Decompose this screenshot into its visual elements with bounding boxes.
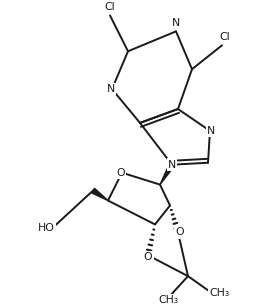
Text: Cl: Cl bbox=[105, 2, 115, 13]
Text: N: N bbox=[172, 18, 180, 28]
Text: HO: HO bbox=[38, 223, 55, 233]
Text: N: N bbox=[207, 126, 215, 136]
Polygon shape bbox=[160, 163, 174, 184]
Text: Cl: Cl bbox=[219, 32, 230, 42]
Text: CH₃: CH₃ bbox=[209, 288, 229, 298]
Text: O: O bbox=[144, 252, 152, 262]
Polygon shape bbox=[91, 188, 108, 201]
Text: N: N bbox=[107, 84, 115, 94]
Text: CH₃: CH₃ bbox=[158, 295, 178, 305]
Text: N: N bbox=[168, 160, 176, 170]
Text: O: O bbox=[116, 168, 125, 178]
Text: O: O bbox=[175, 227, 184, 237]
